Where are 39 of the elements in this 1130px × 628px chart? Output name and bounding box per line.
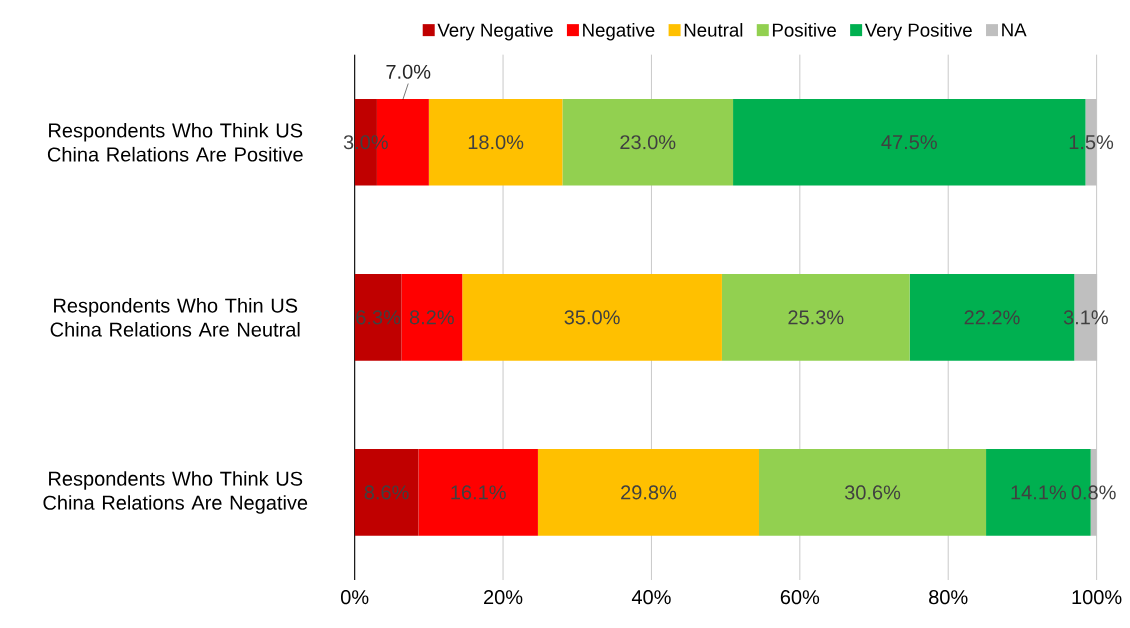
bar — [354, 274, 402, 361]
bar — [428, 98, 563, 186]
y-tick-label: Respondents Who Think US China Relations Are Positive — [47, 122, 303, 162]
bar — [721, 274, 910, 361]
data-label: 29.8% — [621, 485, 677, 500]
data-label: 6.3% — [356, 310, 401, 325]
y-tick-label: Respondents Who Think US China Relations Are Negative — [43, 471, 308, 514]
data-label: 8.6% — [364, 485, 409, 500]
x-tick-label: 100% — [1072, 590, 1122, 605]
bar — [537, 449, 760, 536]
x-tick-label: 0% — [340, 590, 369, 605]
x-tick-label: 40% — [631, 590, 671, 605]
data-label: 23.0% — [620, 135, 676, 150]
bar — [462, 274, 722, 361]
data-label: 8.2% — [409, 310, 454, 325]
legend-label: Very Negative — [437, 23, 553, 41]
data-label: 16.1% — [451, 485, 506, 500]
bar — [562, 98, 734, 186]
data-label: 18.0% — [468, 135, 524, 150]
bar — [354, 449, 419, 536]
x-tick-label: 60% — [780, 590, 820, 605]
data-label: 22.2% — [964, 310, 1020, 325]
data-label: 30.6% — [844, 485, 901, 500]
y-tick-label: Respondents Who Thin US China Relations Are Neutral — [50, 297, 300, 337]
bar — [401, 274, 463, 361]
bar — [418, 449, 538, 536]
x-tick-label: 20% — [484, 590, 523, 605]
legend-label: NA — [1002, 23, 1027, 37]
data-label: 35.0% — [564, 310, 620, 325]
data-label: 25.3% — [788, 310, 844, 325]
legend-label: Negative — [583, 23, 655, 41]
x-tick-label: 80% — [929, 590, 968, 605]
legend-label: Neutral — [684, 23, 743, 37]
legend-label: Positive — [772, 23, 836, 37]
bar — [759, 449, 987, 536]
legend-label: Very Positive — [864, 23, 972, 41]
data-label: 7.0% — [386, 64, 431, 79]
data-label: 47.5% — [881, 135, 937, 150]
data-label: 14.1% — [1011, 485, 1066, 500]
